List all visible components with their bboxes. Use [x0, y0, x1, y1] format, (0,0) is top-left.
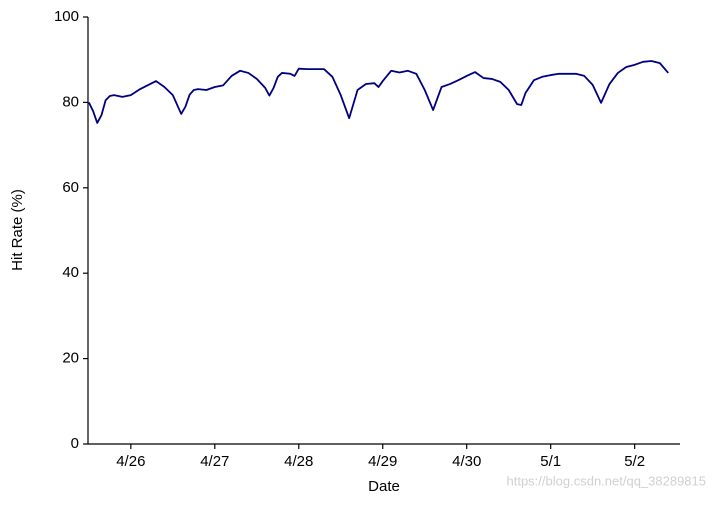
y-tick-label: 20	[62, 350, 79, 367]
x-tick-label: 5/2	[624, 453, 645, 470]
x-tick-label: 5/1	[540, 453, 561, 470]
x-tick-label: 4/28	[284, 453, 313, 470]
watermark: https://blog.csdn.net/qq_38289815	[507, 473, 707, 488]
y-axis-label: Hit Rate (%)	[9, 189, 26, 271]
x-axis-label: Date	[368, 478, 400, 495]
x-tick-label: 4/26	[116, 453, 145, 470]
x-tick-label: 4/27	[200, 453, 229, 470]
y-tick-label: 60	[62, 179, 79, 196]
y-tick-label: 40	[62, 264, 79, 281]
x-tick-label: 4/30	[452, 453, 481, 470]
data-line	[88, 60, 669, 124]
x-tick-label: 4/29	[368, 453, 397, 470]
y-tick-label: 100	[54, 8, 79, 25]
y-tick-label: 80	[62, 93, 79, 110]
y-tick-label: 0	[71, 435, 79, 452]
